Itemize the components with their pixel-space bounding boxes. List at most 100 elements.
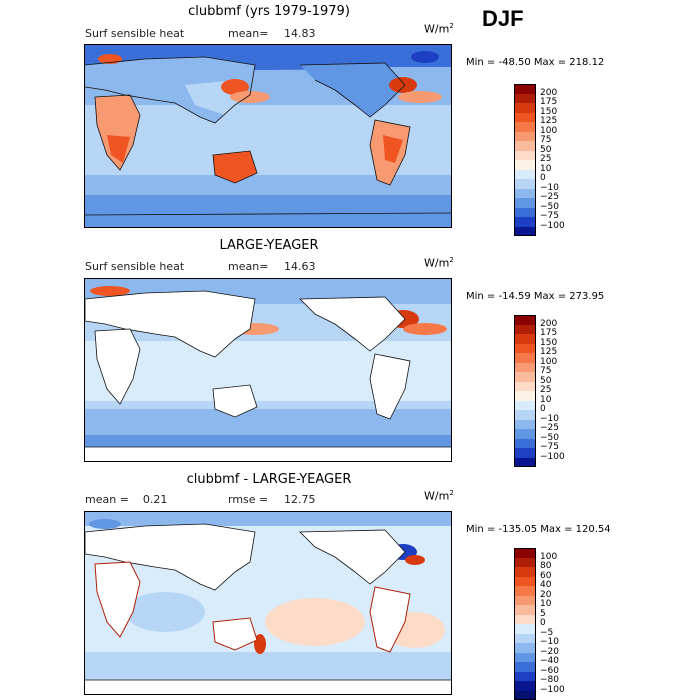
colorbar-swatch (514, 226, 536, 236)
colorbar-tick-label: 175 (540, 328, 558, 338)
colorbar-swatch (514, 438, 536, 448)
colorbar-swatch (514, 141, 536, 151)
colorbar-tick-label: 20 (540, 589, 552, 600)
colorbar-tick-label: −20 (540, 646, 559, 657)
colorbar-tick-label: −80 (540, 675, 559, 685)
colorbar-swatch (514, 391, 536, 401)
colorbar-tick-label: 125 (540, 116, 558, 126)
colorbar-tick-label: 0 (540, 404, 546, 414)
panel-1-variable: Surf sensible heat (85, 27, 185, 40)
colorbar-tick-label: −75 (540, 211, 559, 221)
colorbar-swatch (514, 557, 536, 567)
panel-3-stat-value: 12.75 (284, 493, 316, 506)
colorbar-swatch (514, 150, 536, 160)
colorbar-swatch (514, 112, 536, 122)
colorbar-tick-label: −25 (540, 423, 559, 433)
colorbar-swatch (514, 681, 536, 691)
colorbar-swatch (514, 93, 536, 103)
panel-2-map (84, 278, 452, 462)
colorbar-tick-label: 100 (540, 125, 558, 136)
colorbar-tick-label: 10 (540, 599, 552, 609)
panel-1-title: clubbmf (yrs 1979-1979) (188, 4, 350, 19)
colorbar-tick-label: 60 (540, 570, 552, 581)
colorbar-tick-label: 150 (540, 337, 558, 348)
colorbar-swatch (514, 671, 536, 681)
panel-1-unit: W/m2 (424, 22, 454, 36)
colorbar-tick-label: 75 (540, 135, 552, 145)
colorbar-tick-label: 80 (540, 561, 552, 571)
panel-1-stat-value: 14.83 (284, 27, 316, 40)
colorbar-tick-label: 5 (540, 608, 546, 619)
colorbar-tick-label: 50 (540, 144, 552, 155)
panel-2-title: LARGE-YEAGER (219, 238, 319, 253)
colorbar-swatch (514, 567, 536, 577)
colorbar-swatch (514, 188, 536, 198)
panel-3-unit: W/m2 (424, 489, 454, 503)
colorbar-swatch (514, 122, 536, 132)
colorbar-swatch (514, 643, 536, 653)
colorbar-swatch (514, 662, 536, 672)
colorbar-swatch (514, 198, 536, 208)
colorbar-swatch (514, 315, 536, 325)
colorbar-swatch (514, 353, 536, 363)
colorbar-swatch (514, 652, 536, 662)
colorbar-tick-label: 150 (540, 106, 558, 117)
colorbar-swatch (514, 179, 536, 189)
panel-2-stat-label: mean= (228, 260, 269, 273)
colorbar-swatch (514, 429, 536, 439)
colorbar-swatch (514, 217, 536, 227)
colorbar-tick-label: −25 (540, 192, 559, 202)
colorbar-swatch (514, 595, 536, 605)
colorbar-tick-label: 10 (540, 394, 552, 405)
panel-3-colorbar (514, 548, 536, 700)
colorbar-tick-label: 75 (540, 366, 552, 376)
colorbar-swatch (514, 324, 536, 334)
colorbar-swatch (514, 343, 536, 353)
colorbar-tick-label: −100 (540, 451, 565, 462)
colorbar-tick-label: 50 (540, 375, 552, 386)
colorbar-swatch (514, 690, 536, 700)
colorbar-swatch (514, 624, 536, 634)
colorbar-swatch (514, 400, 536, 410)
colorbar-swatch (514, 362, 536, 372)
colorbar-tick-label: 125 (540, 347, 558, 357)
season-label: DJF (482, 6, 524, 31)
colorbar-tick-label: 100 (540, 551, 558, 562)
panel-3-map (84, 511, 452, 695)
panel-3-colorbar-labels: 100 80 60 40 20 10 5 0 −5 −10 −20 −40 −60 −80 −100 (540, 548, 565, 700)
colorbar-tick-label: 40 (540, 580, 552, 590)
panel-2-variable: Surf sensible heat (85, 260, 185, 273)
colorbar-swatch (514, 605, 536, 615)
colorbar-tick-label: −10 (540, 182, 559, 193)
colorbar-swatch (514, 207, 536, 217)
panel-2-unit: W/m2 (424, 256, 454, 270)
colorbar-tick-label: 0 (540, 173, 546, 183)
panel-2-minmax: Min = -14.59 Max = 273.95 (466, 291, 605, 302)
colorbar-tick-label: 200 (540, 87, 558, 98)
colorbar-swatch (514, 103, 536, 113)
colorbar-tick-label: −100 (540, 684, 565, 695)
colorbar-tick-label: 25 (540, 154, 552, 164)
colorbar-tick-label: −50 (540, 432, 559, 443)
colorbar-swatch (514, 576, 536, 586)
colorbar-swatch (514, 614, 536, 624)
colorbar-tick-label: 100 (540, 356, 558, 367)
colorbar-tick-label: −50 (540, 201, 559, 212)
colorbar-swatch (514, 457, 536, 467)
panel-1-colorbar-labels: 200 175 150 125 100 75 50 25 10 0 −10 −25 −50 −75 −100 (540, 84, 565, 236)
colorbar-tick-label: −10 (540, 637, 559, 647)
colorbar-tick-label: −5 (540, 627, 554, 638)
colorbar-swatch (514, 633, 536, 643)
colorbar-tick-label: −40 (540, 656, 559, 666)
colorbar-swatch (514, 160, 536, 170)
colorbar-swatch (514, 334, 536, 344)
colorbar-swatch (514, 410, 536, 420)
colorbar-tick-label: −10 (540, 413, 559, 424)
colorbar-tick-label: −100 (540, 220, 565, 231)
panel-3-mean: mean = 0.21 (85, 493, 168, 506)
panel-1-minmax: Min = -48.50 Max = 218.12 (466, 57, 605, 68)
colorbar-swatch (514, 169, 536, 179)
panel-2-stat-value: 14.63 (284, 260, 316, 273)
colorbar-tick-label: −60 (540, 665, 559, 676)
colorbar-swatch (514, 372, 536, 382)
